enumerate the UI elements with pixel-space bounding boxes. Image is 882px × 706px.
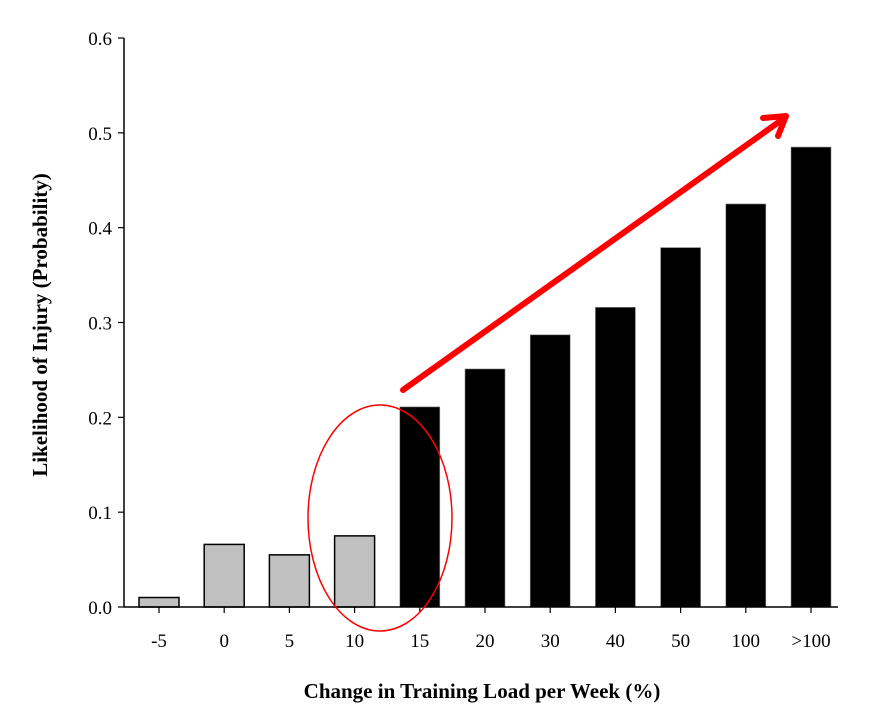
bar->100 <box>790 146 832 608</box>
x-tick-label: 20 <box>476 631 495 652</box>
x-tick-label: 30 <box>541 631 560 652</box>
x-tick-label: 40 <box>606 631 625 652</box>
x-tick-label: 10 <box>345 631 364 652</box>
x-tick-label: 5 <box>285 631 295 652</box>
y-tick-label: 0.1 <box>88 503 112 524</box>
y-tick-label: 0.3 <box>88 314 112 335</box>
bar-5 <box>268 554 311 608</box>
y-axis-ticks: 0.0 0.1 0.2 0.3 0.4 0.5 0.6 <box>88 29 124 619</box>
x-tick-label: 100 <box>732 631 761 652</box>
x-tick-label: -5 <box>151 631 167 652</box>
x-axis-ticks: -5 0 5 10 15 20 30 40 50 100 >100 <box>151 607 831 652</box>
bar-30 <box>529 334 571 608</box>
trend-arrow-icon <box>400 113 789 393</box>
bar-15 <box>399 406 441 608</box>
y-axis-title: Likelihood of Injury (Probability) <box>28 173 52 477</box>
y-tick-label: 0.4 <box>88 219 112 240</box>
y-tick-label: 0.5 <box>88 124 112 145</box>
y-tick-label: 0.2 <box>88 408 112 429</box>
x-axis-title: Change in Training Load per Week (%) <box>304 679 661 703</box>
x-tick-label: 0 <box>219 631 229 652</box>
bars-group <box>138 146 832 608</box>
bar-0 <box>203 543 245 608</box>
x-tick-label: 50 <box>671 631 690 652</box>
bar-40 <box>595 307 636 608</box>
x-tick-label: >100 <box>791 631 830 652</box>
bar-10 <box>333 535 376 608</box>
highlight-ellipse-annotation <box>307 404 453 632</box>
y-tick-label: 0.0 <box>88 598 112 619</box>
bar-100 <box>725 203 767 608</box>
bar-20 <box>464 368 506 608</box>
x-tick-label: 15 <box>410 631 429 652</box>
bar--5 <box>138 596 180 608</box>
y-tick-label: 0.6 <box>88 29 112 50</box>
bar-50 <box>660 247 701 608</box>
